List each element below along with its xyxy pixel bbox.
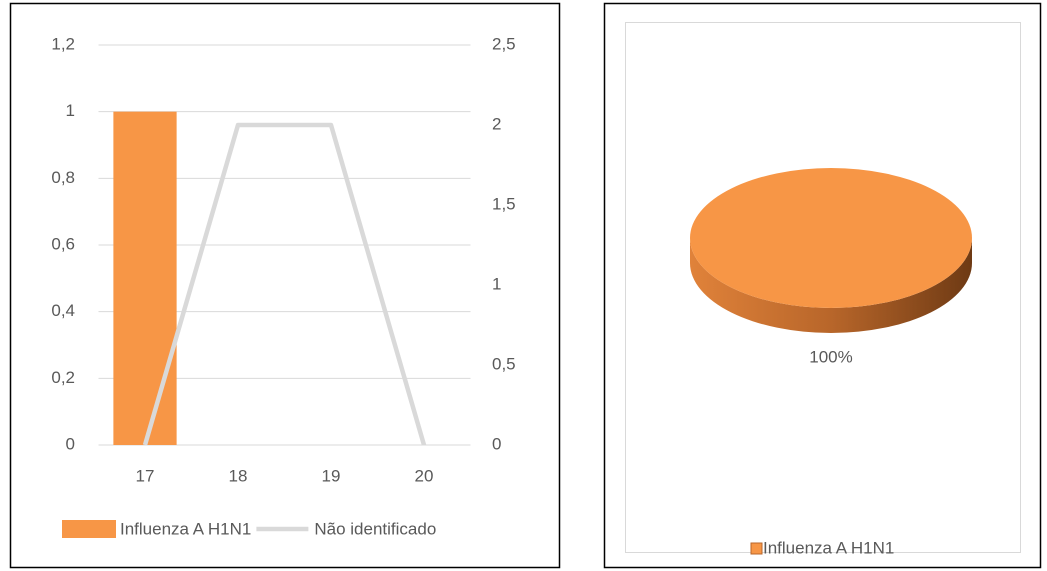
y2-tick-label: 1,5 [492, 194, 516, 213]
y2-tick-label: 0,5 [492, 354, 516, 373]
pie-slice [690, 168, 972, 308]
x-tick-label: 18 [229, 466, 248, 485]
pie-frame [625, 22, 1021, 553]
y-tick-label: 0,2 [51, 368, 75, 387]
bar [113, 111, 177, 446]
y2-tick-label: 2,5 [492, 34, 516, 53]
x-tick-label: 17 [136, 466, 155, 485]
legend-swatch [750, 542, 763, 555]
y2-tick-label: 1 [492, 274, 501, 293]
y-tick-label: 1 [66, 101, 75, 120]
y-tick-label: 0,6 [51, 234, 75, 253]
y-tick-label: 0,8 [51, 168, 75, 187]
legend-swatch [62, 520, 116, 538]
y-tick-label: 0,4 [51, 301, 75, 320]
legend-label: Não identificado [314, 519, 436, 538]
data-label: 100% [809, 347, 852, 366]
y2-tick-label: 0 [492, 434, 501, 453]
left-frame [9, 2, 561, 569]
x-tick-label: 19 [322, 466, 341, 485]
line [142, 122, 427, 446]
y-tick-label: 0 [66, 434, 75, 453]
y2-tick-label: 2 [492, 114, 501, 133]
legend-label: Influenza A H1N1 [763, 538, 894, 557]
y-tick-label: 1,2 [51, 34, 75, 53]
pie-side [690, 238, 972, 333]
legend-label: Influenza A H1N1 [120, 519, 251, 538]
x-tick-label: 20 [415, 466, 434, 485]
